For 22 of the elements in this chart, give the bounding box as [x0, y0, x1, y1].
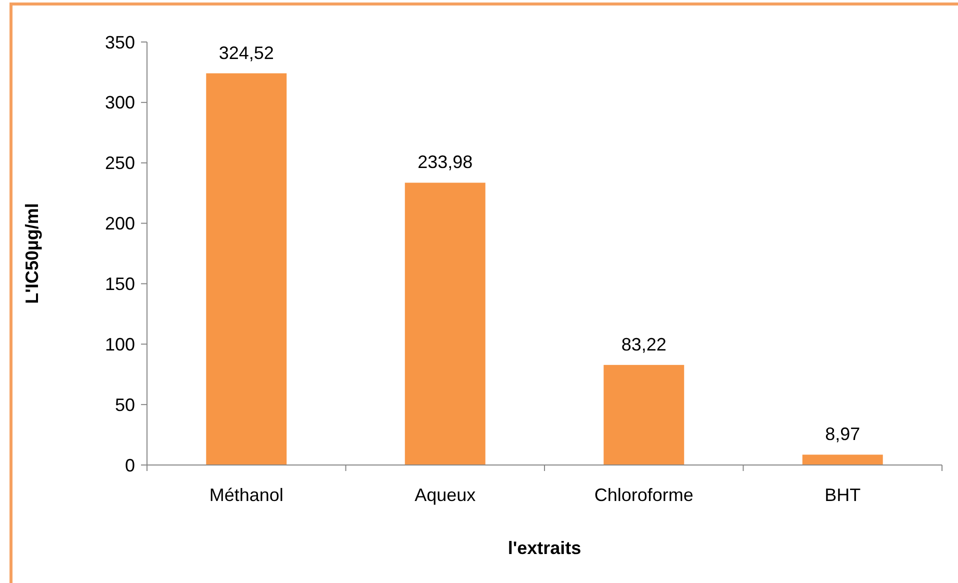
x-tick-label: Chloroforme	[594, 485, 694, 505]
y-tick-label: 300	[104, 92, 135, 113]
x-tick-label: Méthanol	[209, 485, 284, 505]
data-label: 83,22	[621, 334, 666, 354]
x-tick-label: BHT	[824, 485, 861, 505]
y-tick-label: 100	[104, 334, 135, 354]
y-tick-label: 150	[104, 274, 135, 294]
bar	[602, 364, 686, 466]
y-tick-label: 0	[124, 455, 135, 476]
data-label: 233,98	[418, 152, 473, 172]
bar	[205, 72, 288, 466]
y-tick-label: 200	[104, 214, 135, 234]
bar	[404, 182, 486, 466]
x-axis-title: l'extraits	[508, 538, 582, 558]
data-label: 8,97	[825, 424, 860, 444]
y-tick-label: 250	[104, 153, 135, 174]
y-tick-label: 50	[114, 394, 135, 415]
y-tick-label: 350	[104, 32, 135, 52]
data-label: 324,52	[218, 42, 274, 63]
bar	[801, 454, 884, 466]
y-axis-title: L'IC50µg/ml	[22, 203, 42, 304]
x-tick-label: Aqueux	[414, 485, 476, 505]
